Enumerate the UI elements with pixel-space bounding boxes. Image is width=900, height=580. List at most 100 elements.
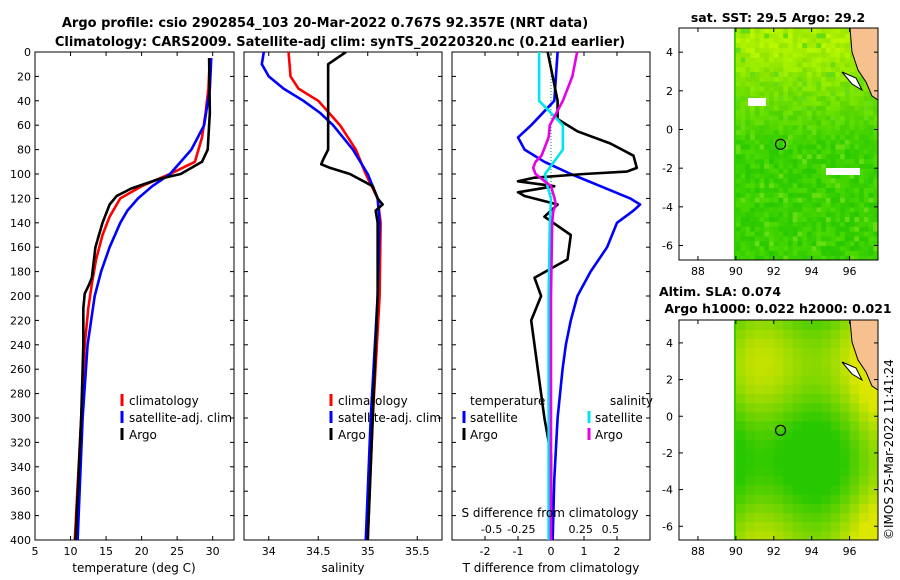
map-cell (863, 235, 870, 242)
map-cell (825, 153, 832, 160)
map-cell (868, 100, 874, 106)
map-cell (754, 66, 761, 73)
map-cell (835, 153, 841, 160)
map-cell (830, 52, 836, 58)
map-cell (854, 148, 860, 155)
map-cell (811, 52, 818, 58)
map-cell (849, 163, 855, 169)
map-cell (773, 521, 784, 532)
map-cell (745, 485, 756, 495)
map-cell (868, 144, 874, 150)
map-cell (787, 173, 794, 179)
map-cell (802, 37, 808, 44)
map-cell (873, 206, 878, 213)
map-cell (835, 197, 841, 203)
map-cell (821, 57, 827, 63)
map-cell (830, 347, 841, 358)
map-cell (825, 86, 832, 92)
map-cell (802, 90, 808, 97)
y-tick-label: 40 (17, 95, 31, 108)
map-cell (825, 231, 832, 237)
map-cell (740, 129, 746, 135)
map-cell (797, 52, 803, 58)
sla-map-land (849, 320, 878, 391)
map-cell (811, 448, 822, 459)
map-cell (773, 356, 784, 367)
map-cell (740, 100, 746, 106)
map-cell (754, 52, 761, 58)
map-cell (773, 475, 784, 486)
map-cell (802, 153, 808, 160)
map-cell (787, 235, 794, 242)
map-cell (868, 192, 874, 198)
map-cell (769, 226, 775, 232)
map-cell (806, 231, 813, 237)
map-cell (873, 148, 878, 155)
map-cell (849, 148, 855, 155)
map-cell (868, 485, 878, 495)
map-cell (792, 206, 799, 213)
map-cell (868, 530, 878, 540)
map-cell (783, 173, 789, 179)
map-cell (769, 202, 775, 208)
map-cell (849, 420, 860, 431)
map-cell (835, 192, 841, 198)
map-cell (769, 105, 775, 111)
map-cell (759, 168, 765, 174)
map-cell (769, 221, 775, 227)
map-cell (778, 86, 784, 92)
imos-timestamp: ©IMOS 25-Mar-2022 11:41:24 (882, 359, 896, 540)
map-cell (754, 144, 761, 150)
map-cell (840, 530, 851, 540)
legend-label: climatology (338, 394, 408, 408)
map-cell (745, 153, 751, 160)
map-cell (811, 235, 818, 242)
map-cell (783, 365, 794, 376)
map-cell (859, 503, 870, 514)
map-cell (816, 235, 822, 242)
map-cell (840, 192, 846, 198)
map-cell (802, 163, 808, 169)
map-cell (849, 240, 855, 247)
map-cell (840, 329, 851, 339)
map-cell (854, 134, 860, 140)
salinity-lines (260, 52, 384, 540)
map-cell (754, 530, 765, 540)
map-cell (764, 512, 775, 523)
map-cell (773, 119, 780, 126)
map-cell (811, 187, 818, 193)
map-cell (764, 153, 770, 160)
legend-label: Argo (470, 428, 498, 442)
map-cell (783, 42, 789, 48)
map-cell (811, 521, 822, 532)
map-cell (792, 134, 799, 140)
map-cell (735, 158, 742, 164)
map-cell (787, 95, 794, 102)
map-cell (840, 338, 851, 349)
map-cell (773, 202, 780, 208)
y-tick-label: 160 (10, 241, 31, 254)
map-cell (802, 250, 808, 256)
map-cell (787, 245, 794, 251)
map-cell (802, 129, 808, 135)
map-cell (821, 139, 827, 145)
map-cell (816, 66, 822, 73)
map-cell (750, 231, 756, 237)
map-cell (735, 384, 746, 394)
map-cell (840, 503, 851, 514)
map-cell (835, 250, 841, 256)
map-cell (840, 129, 846, 135)
map-cell (735, 61, 742, 68)
map-cell (811, 158, 818, 164)
map-cell (750, 226, 756, 232)
map-cell (806, 37, 813, 44)
map-cell (764, 42, 770, 48)
map-cell (806, 226, 813, 232)
map-y-tick-label: -4 (662, 201, 673, 214)
map-cell (773, 485, 784, 495)
map-cell (735, 81, 742, 87)
map-cell (769, 235, 775, 242)
map-cell (764, 521, 775, 532)
map-cell (806, 158, 813, 164)
map-cell (830, 235, 836, 242)
